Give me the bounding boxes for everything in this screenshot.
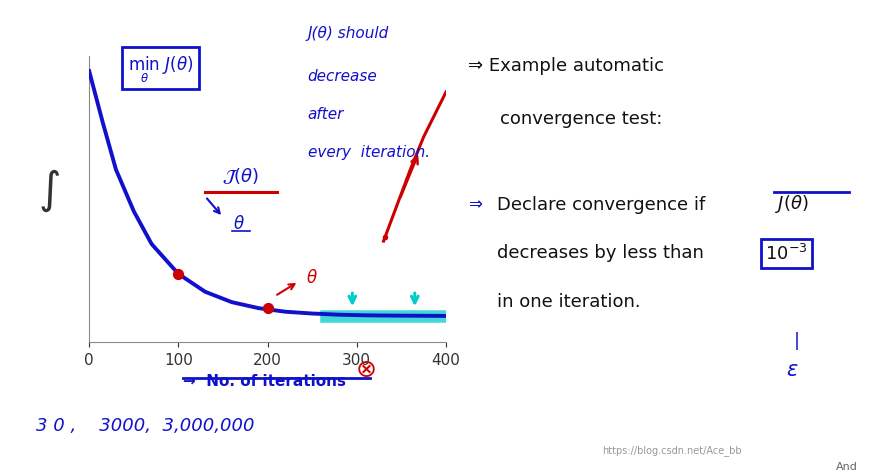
Text: →  No. of iterations: → No. of iterations	[183, 374, 346, 388]
Text: $\min_{\theta}\ J(\theta)$: $\min_{\theta}\ J(\theta)$	[128, 54, 194, 84]
Text: $\theta$: $\theta$	[306, 269, 318, 287]
Text: in one iteration.: in one iteration.	[497, 293, 640, 311]
Text: |: |	[794, 331, 799, 349]
Text: decreases by less than: decreases by less than	[497, 244, 704, 262]
Text: ⇒ Example automatic: ⇒ Example automatic	[468, 57, 665, 75]
Text: 3 0 ,    3000,  3,000,000: 3 0 , 3000, 3,000,000	[36, 416, 254, 435]
Point	[171, 270, 186, 278]
Text: decrease: decrease	[308, 69, 377, 84]
Point	[260, 305, 275, 312]
Text: And: And	[836, 461, 858, 471]
Text: every  iteration.: every iteration.	[308, 145, 430, 160]
Text: $\int$: $\int$	[38, 167, 60, 214]
Text: $\theta$: $\theta$	[233, 215, 245, 233]
Text: ε: ε	[787, 359, 797, 379]
Text: J(θ) should: J(θ) should	[308, 26, 389, 41]
Text: convergence test:: convergence test:	[500, 109, 662, 128]
Text: $J(\theta)$: $J(\theta)$	[775, 193, 809, 215]
Text: ⊗: ⊗	[355, 357, 376, 381]
Text: https://blog.csdn.net/Ace_bb: https://blog.csdn.net/Ace_bb	[602, 444, 742, 455]
Text: after: after	[308, 107, 344, 122]
Text: $10^{-3}$: $10^{-3}$	[765, 244, 808, 264]
Text: $\mathcal{J}(\theta)$: $\mathcal{J}(\theta)$	[222, 166, 260, 186]
Text: ⇒: ⇒	[468, 195, 483, 213]
Text: Declare convergence if: Declare convergence if	[497, 195, 711, 213]
